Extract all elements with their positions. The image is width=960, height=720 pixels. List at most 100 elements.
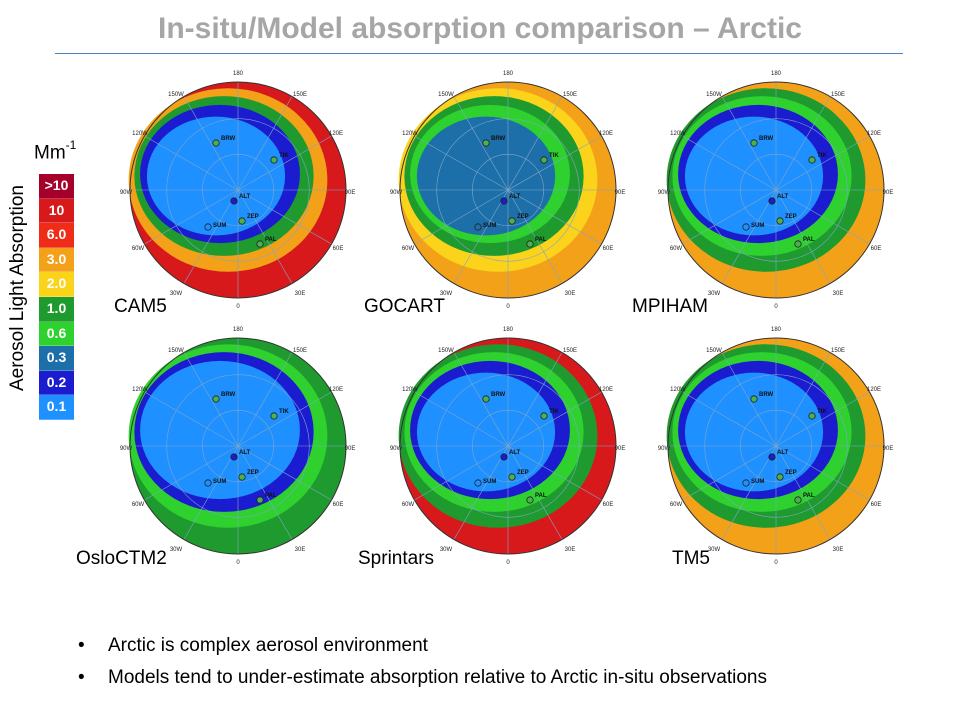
station-label: PAL [535, 237, 547, 243]
legend-swatch: 0.6 [39, 321, 74, 347]
station-marker [808, 156, 816, 164]
station-marker [750, 395, 758, 403]
station-label: BRW [759, 136, 774, 142]
bullet-marker: • [78, 667, 85, 688]
longitude-label: 150W [438, 348, 454, 354]
bullet-list: • Arctic is complex aerosol environment •… [78, 630, 767, 694]
station-marker [212, 395, 220, 403]
longitude-label: 90E [345, 446, 356, 452]
station-label: SUM [751, 223, 764, 229]
station-marker [776, 217, 784, 225]
longitude-label: 30W [708, 547, 721, 553]
longitude-label: 30W [170, 547, 183, 553]
station-label: ZEP [247, 214, 259, 220]
longitude-label: 60W [402, 502, 415, 508]
station-label: ZEP [517, 214, 529, 220]
meridian-line [414, 391, 602, 501]
longitude-label: 120E [599, 131, 613, 137]
polar-map-oslo: 180 150W 150E 120W 120E 90W 90E 60W 60E 30W 30E 0 BR… [120, 327, 356, 566]
longitude-label: 120W [132, 131, 148, 137]
longitude-label: 60E [603, 502, 614, 508]
station-marker [482, 139, 490, 147]
legend-unit: Mm-1 [34, 138, 77, 164]
map-border [129, 337, 347, 555]
longitude-label: 120E [599, 387, 613, 393]
longitude-label: 60W [402, 246, 415, 252]
longitude-label: 30E [295, 291, 306, 297]
field-core [684, 372, 824, 492]
longitude-label: 180 [771, 71, 782, 77]
station-label: BRW [221, 136, 236, 142]
legend-swatch: 0.2 [39, 370, 74, 396]
legend-swatch: 6.0 [39, 223, 74, 248]
longitude-label: 120E [329, 131, 343, 137]
bullet-item: • Models tend to under-estimate absorptio… [78, 662, 767, 694]
station-marker [482, 395, 490, 403]
station-label: SUM [483, 223, 496, 229]
station-label: ZEP [247, 470, 259, 476]
station-label: SUM [213, 479, 226, 485]
longitude-label: 150E [293, 348, 307, 354]
station-label: PAL [535, 493, 547, 499]
station-marker [742, 479, 750, 487]
legend-axis-label: Aerosol Light Absorption [7, 185, 28, 391]
station-marker [500, 197, 508, 205]
longitude-label: 150W [706, 348, 722, 354]
legend-unit-exponent: -1 [65, 138, 77, 152]
field-core [416, 372, 556, 492]
polar-map-sprintars: 180 150W 150E 120W 120E 90W 90E 60W 60E 30W 30E 0 BR… [390, 327, 626, 566]
longitude-label: 0 [236, 304, 240, 310]
station-marker [750, 139, 758, 147]
field-core [146, 372, 286, 492]
longitude-label: 150W [706, 92, 722, 98]
station-label: BRW [221, 392, 236, 398]
station-marker [270, 412, 278, 420]
longitude-label: 30W [170, 291, 183, 297]
map-border [129, 81, 347, 299]
station-label: PAL [265, 493, 277, 499]
longitude-label: 0 [236, 560, 240, 566]
station-label: ZEP [785, 470, 797, 476]
station-label: PAL [803, 493, 815, 499]
longitude-label: 0 [506, 304, 510, 310]
station-label: TIK [817, 409, 827, 415]
meridian-line [682, 135, 870, 245]
longitude-label: 90E [345, 190, 356, 196]
longitude-label: 150E [563, 348, 577, 354]
slide-title: In-situ/Model absorption comparison – Ar… [158, 12, 802, 45]
polar-map-mpiham: 180 150W 150E 120W 120E 90W 90E 60W 60E 30W 30E 0 BR… [658, 71, 894, 310]
longitude-label: 150W [168, 92, 184, 98]
legend-swatch: 1.0 [39, 296, 74, 322]
station-label: TIK [817, 153, 827, 159]
station-label: BRW [491, 136, 506, 142]
longitude-label: 30E [833, 291, 844, 297]
longitude-label: 120W [670, 387, 686, 393]
longitude-label: 180 [233, 327, 244, 333]
longitude-label: 150E [563, 92, 577, 98]
legend-swatch: >10 [39, 174, 74, 199]
map-border [667, 337, 885, 555]
color-legend: >10 10 6.0 3.0 2.0 1.0 0.6 0.3 0.2 0.1 [39, 174, 74, 420]
station-marker [540, 156, 548, 164]
longitude-label: 30E [833, 547, 844, 553]
station-label: PAL [265, 237, 277, 243]
map-label-gocart: GOCART [364, 296, 445, 317]
legend-swatch: 0.3 [39, 346, 74, 371]
station-marker [474, 223, 482, 231]
longitude-label: 0 [774, 560, 778, 566]
station-marker [526, 496, 534, 504]
longitude-label: 60W [132, 246, 145, 252]
longitude-label: 0 [506, 560, 510, 566]
longitude-label: 60E [871, 502, 882, 508]
longitude-label: 60W [670, 246, 683, 252]
meridian-line [682, 391, 870, 501]
station-label: ALT [239, 450, 251, 456]
longitude-label: 180 [233, 71, 244, 77]
longitude-label: 90W [390, 190, 403, 196]
station-marker [238, 473, 246, 481]
station-label: ALT [509, 450, 521, 456]
longitude-label: 120E [867, 387, 881, 393]
bullet-marker: • [78, 635, 85, 656]
station-marker [526, 240, 534, 248]
legend-swatch: 2.0 [39, 272, 74, 297]
